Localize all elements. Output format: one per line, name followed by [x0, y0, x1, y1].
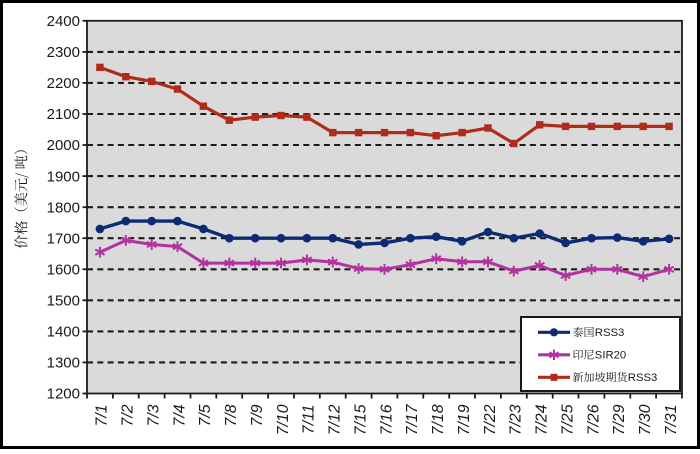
- svg-text:7/3: 7/3: [146, 404, 163, 426]
- svg-text:2100: 2100: [47, 106, 80, 123]
- svg-text:2400: 2400: [47, 13, 80, 30]
- svg-text:7/10: 7/10: [275, 404, 292, 435]
- svg-text:7/5: 7/5: [197, 404, 214, 426]
- svg-text:7/2: 7/2: [120, 404, 137, 426]
- svg-text:1700: 1700: [47, 230, 80, 247]
- svg-text:2300: 2300: [47, 44, 80, 61]
- svg-text:7/12: 7/12: [327, 404, 344, 435]
- svg-text:7/15: 7/15: [352, 404, 369, 435]
- svg-text:7/16: 7/16: [378, 404, 395, 435]
- svg-text:RSS3: RSS3: [595, 327, 625, 339]
- svg-text:7/22: 7/22: [482, 404, 499, 435]
- svg-text:7/23: 7/23: [508, 404, 525, 435]
- svg-text:7/9: 7/9: [249, 404, 266, 426]
- svg-text:7/30: 7/30: [637, 404, 654, 435]
- svg-text:7/29: 7/29: [611, 404, 628, 435]
- svg-text:7/8: 7/8: [223, 404, 240, 426]
- svg-text:7/19: 7/19: [456, 404, 473, 435]
- svg-text:1600: 1600: [47, 262, 80, 279]
- svg-text:7/31: 7/31: [663, 405, 680, 436]
- svg-text:7/24: 7/24: [534, 404, 551, 435]
- svg-text:7/25: 7/25: [559, 404, 576, 435]
- svg-text:7/26: 7/26: [585, 404, 602, 435]
- svg-text:RSS3: RSS3: [628, 372, 658, 384]
- svg-text:7/4: 7/4: [171, 404, 188, 426]
- svg-text:2200: 2200: [47, 75, 80, 92]
- svg-text:7/1: 7/1: [94, 405, 111, 427]
- svg-text:7/11: 7/11: [301, 405, 318, 435]
- svg-text:1500: 1500: [47, 293, 80, 310]
- svg-text:2000: 2000: [47, 137, 80, 154]
- svg-text:1400: 1400: [47, 324, 80, 341]
- svg-text:7/18: 7/18: [430, 404, 447, 435]
- svg-text:SIR20: SIR20: [595, 350, 626, 362]
- svg-text:1300: 1300: [47, 355, 80, 372]
- svg-text:1900: 1900: [47, 168, 80, 185]
- svg-text:1200: 1200: [47, 386, 80, 403]
- svg-text:7/17: 7/17: [404, 403, 421, 435]
- svg-text:1800: 1800: [47, 199, 80, 216]
